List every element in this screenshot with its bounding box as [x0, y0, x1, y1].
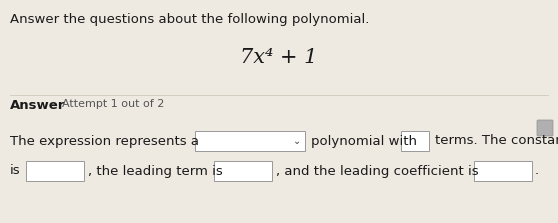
Text: Answer the questions about the following polynomial.: Answer the questions about the following…	[10, 13, 369, 26]
Text: Attempt 1 out of 2: Attempt 1 out of 2	[62, 99, 165, 109]
FancyBboxPatch shape	[214, 161, 272, 181]
Text: polynomial with: polynomial with	[311, 134, 417, 147]
Text: Answer: Answer	[10, 99, 65, 112]
FancyBboxPatch shape	[474, 161, 532, 181]
Text: ⌄: ⌄	[293, 136, 301, 146]
FancyBboxPatch shape	[26, 161, 84, 181]
Text: , and the leading coefficient is: , and the leading coefficient is	[276, 165, 479, 178]
Text: is: is	[10, 165, 21, 178]
Text: 7x⁴ + 1: 7x⁴ + 1	[240, 48, 318, 67]
Text: , the leading term is: , the leading term is	[88, 165, 223, 178]
Text: .: .	[535, 165, 539, 178]
Text: terms. The constant term: terms. The constant term	[435, 134, 558, 147]
Text: The expression represents a: The expression represents a	[10, 134, 199, 147]
FancyBboxPatch shape	[195, 131, 305, 151]
FancyBboxPatch shape	[537, 120, 553, 136]
FancyBboxPatch shape	[401, 131, 429, 151]
